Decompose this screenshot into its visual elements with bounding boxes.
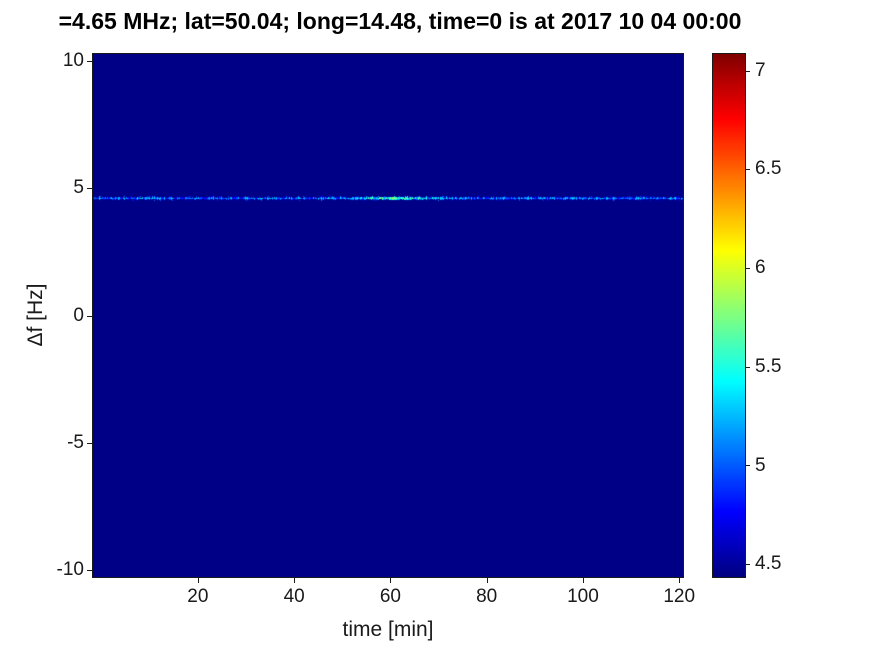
colorbar-tick-label: 7 bbox=[755, 59, 766, 81]
y-tick-label: 10 bbox=[62, 49, 84, 71]
x-tick-mark bbox=[583, 578, 584, 583]
spectrogram-heatmap bbox=[92, 53, 684, 578]
x-tick-label: 20 bbox=[187, 586, 209, 607]
x-tick-mark bbox=[487, 578, 488, 583]
colorbar-tick-label: 6.5 bbox=[755, 158, 782, 180]
x-tick-label: 100 bbox=[567, 586, 599, 607]
colorbar-tick-label: 5 bbox=[755, 454, 766, 476]
x-tick-mark bbox=[294, 578, 295, 583]
y-tick-label: -10 bbox=[56, 559, 84, 581]
colorbar-gradient bbox=[712, 53, 746, 578]
colorbar-tick-mark bbox=[746, 71, 750, 72]
x-axis-label: time [min] bbox=[342, 618, 434, 641]
y-tick-label: 5 bbox=[73, 177, 84, 199]
colorbar-tick-label: 4.5 bbox=[755, 553, 782, 575]
colorbar-tick-label: 6 bbox=[755, 257, 766, 279]
x-tick-mark bbox=[198, 578, 199, 583]
x-tick-label: 40 bbox=[283, 586, 305, 607]
colorbar-tick-mark bbox=[746, 564, 750, 565]
y-axis-label: Δf [Hz] bbox=[24, 283, 47, 347]
x-tick-label: 120 bbox=[663, 586, 696, 607]
x-tick-mark bbox=[679, 578, 680, 583]
x-tick-mark bbox=[390, 578, 391, 583]
x-tick-label: 80 bbox=[476, 586, 498, 607]
y-tick-label: -5 bbox=[67, 431, 84, 453]
colorbar-tick-mark bbox=[746, 367, 750, 368]
colorbar-tick-mark bbox=[746, 465, 750, 466]
chart-title: =4.65 MHz; lat=50.04; long=14.48, time=0… bbox=[58, 8, 742, 34]
colorbar-tick-label: 5.5 bbox=[755, 355, 782, 377]
colorbar-tick-mark bbox=[746, 169, 750, 170]
x-tick-label: 60 bbox=[379, 586, 401, 607]
colorbar-tick-mark bbox=[746, 268, 750, 269]
